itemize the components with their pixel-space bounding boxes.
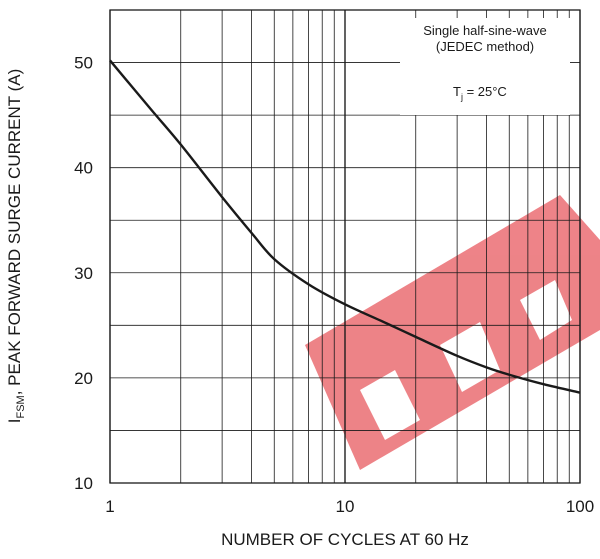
y-tick-label: 30 (74, 264, 93, 283)
watermark-logo (305, 195, 600, 470)
annotation-box (400, 18, 570, 115)
y-tick-label: 50 (74, 54, 93, 73)
x-tick-label: 10 (336, 497, 355, 516)
series-line (109, 59, 581, 394)
y-tick-label: 40 (74, 159, 93, 178)
annotation-temperature: Tj = 25°C (453, 84, 507, 102)
annotation-line-2: (JEDEC method) (436, 39, 534, 54)
y-tick-label: 20 (74, 369, 93, 388)
annotation-line-1: Single half-sine-wave (423, 23, 547, 38)
x-tick-label: 100 (566, 497, 594, 516)
y-tick-label: 10 (74, 474, 93, 493)
y-axis-title: IFSM, PEAK FORWARD SURGE CURRENT (A) (5, 69, 27, 423)
x-tick-label: 1 (105, 497, 114, 516)
tick-labels: 1 10 100 10 20 30 40 50 (74, 54, 594, 516)
plot-frame (109, 9, 581, 484)
x-axis-title: NUMBER OF CYCLES AT 60 Hz (221, 530, 469, 549)
